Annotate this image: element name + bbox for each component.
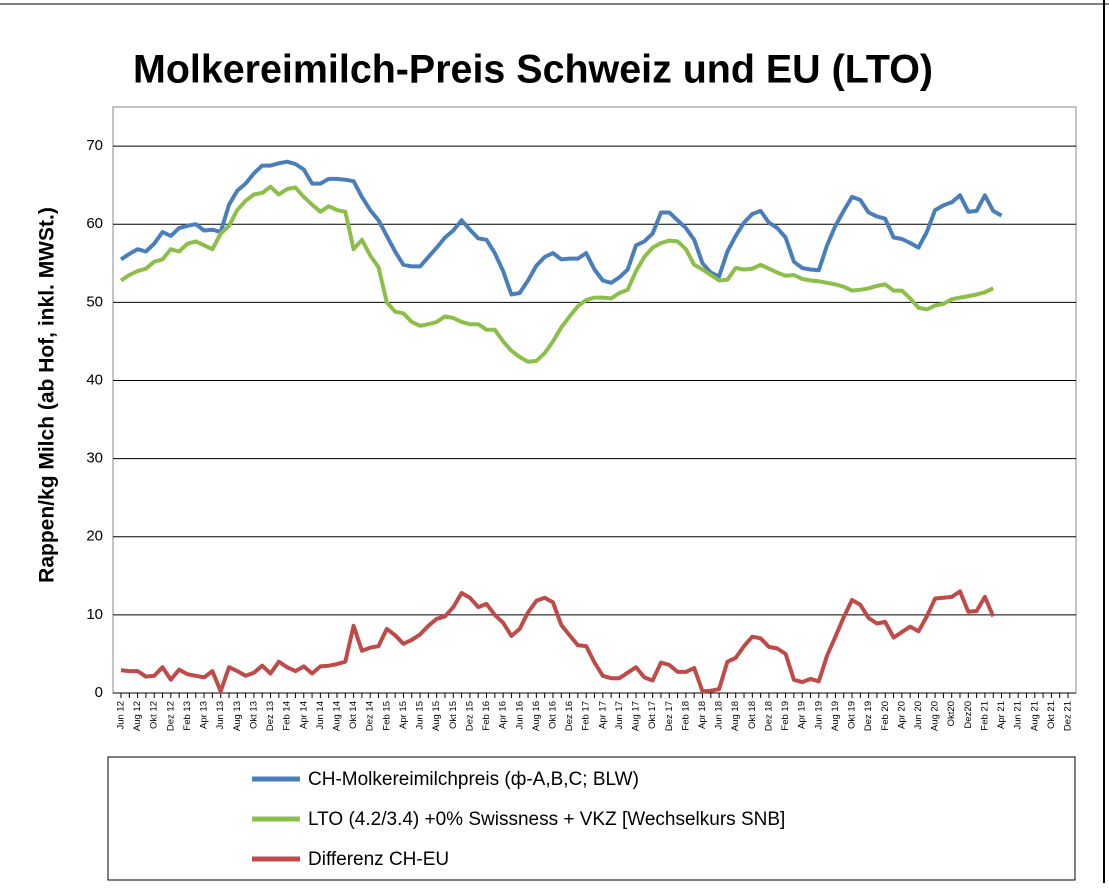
x-tick-label: Dez 13 bbox=[265, 701, 276, 731]
x-tick-label: Aug 12 bbox=[132, 701, 143, 731]
x-tick-label: Okt20 bbox=[946, 701, 957, 726]
x-tick-label: Okt 13 bbox=[248, 701, 259, 729]
background bbox=[0, 0, 1109, 883]
x-tick-label: Aug 21 bbox=[1029, 701, 1040, 731]
x-tick-label: Jun 16 bbox=[514, 701, 525, 730]
y-tick-label: 10 bbox=[86, 606, 103, 623]
chart-title: Molkereimilch-Preis Schweiz und EU (LTO) bbox=[133, 48, 933, 92]
x-tick-label: Apr 16 bbox=[498, 701, 509, 729]
x-tick-label: Dez20 bbox=[963, 701, 974, 728]
legend-label: LTO (4.2/3.4) +0% Swissness + VKZ [Wechs… bbox=[308, 809, 785, 830]
y-tick-label: 40 bbox=[86, 371, 103, 388]
x-tick-label: Apr 18 bbox=[697, 701, 708, 729]
x-tick-label: Okt 17 bbox=[647, 701, 658, 729]
x-tick-label: Feb 13 bbox=[182, 701, 193, 731]
x-tick-label: Jun 19 bbox=[813, 701, 824, 730]
x-tick-label: Apr 20 bbox=[896, 701, 907, 729]
x-tick-label: Okt 15 bbox=[448, 701, 459, 729]
x-tick-label: Jun 18 bbox=[714, 701, 725, 730]
x-tick-label: Dez 18 bbox=[763, 701, 774, 731]
x-tick-label: Apr 19 bbox=[797, 701, 808, 729]
legend-label: Differenz CH-EU bbox=[308, 849, 449, 870]
y-tick-label: 60 bbox=[86, 215, 103, 232]
x-tick-label: Jun 17 bbox=[614, 701, 625, 730]
x-tick-label: Dez 21 bbox=[1063, 701, 1074, 731]
x-tick-label: Jun 12 bbox=[116, 701, 127, 730]
x-tick-label: Feb 14 bbox=[282, 701, 293, 731]
y-tick-label: 20 bbox=[86, 528, 103, 545]
x-tick-label: Apr 21 bbox=[996, 701, 1007, 729]
legend-label: CH-Molkereimilchpreis (ф-A,B,C; BLW) bbox=[308, 769, 639, 790]
y-tick-label: 50 bbox=[86, 293, 103, 310]
x-tick-label: Okt 14 bbox=[348, 701, 359, 729]
x-tick-label: Okt 18 bbox=[747, 701, 758, 729]
x-tick-label: Dez 14 bbox=[365, 701, 376, 731]
x-tick-label: Okt 21 bbox=[1046, 701, 1057, 729]
x-tick-label: Apr 15 bbox=[398, 701, 409, 729]
x-tick-label: Dez 16 bbox=[564, 701, 575, 731]
x-tick-label: Aug 16 bbox=[531, 701, 542, 731]
x-tick-label: Apr 13 bbox=[199, 701, 210, 729]
chart: Molkereimilch-Preis Schweiz und EU (LTO)… bbox=[0, 0, 1109, 883]
x-tick-label: Okt 16 bbox=[547, 701, 558, 729]
x-tick-label: Dez 19 bbox=[863, 701, 874, 731]
y-tick-label: 0 bbox=[95, 684, 103, 701]
x-tick-label: Aug 20 bbox=[930, 701, 941, 731]
x-tick-label: Aug 15 bbox=[431, 701, 442, 731]
y-axis-label: Rappen/kg Milch (ab Hof, inkl. MWSt.) bbox=[36, 207, 59, 583]
y-tick-label: 70 bbox=[86, 137, 103, 154]
x-tick-label: Feb 18 bbox=[680, 701, 691, 731]
x-tick-label: Feb 16 bbox=[481, 701, 492, 731]
x-tick-label: Apr 17 bbox=[597, 701, 608, 729]
x-tick-label: Feb 21 bbox=[979, 701, 990, 731]
x-tick-label: Dez 15 bbox=[464, 701, 475, 731]
x-tick-label: Apr 14 bbox=[298, 701, 309, 729]
x-tick-label: Dez 17 bbox=[664, 701, 675, 731]
x-tick-label: Aug 13 bbox=[232, 701, 243, 731]
x-tick-label: Feb 17 bbox=[581, 701, 592, 731]
x-tick-label: Jun 14 bbox=[315, 701, 326, 730]
x-tick-label: Jun 20 bbox=[913, 701, 924, 730]
x-tick-label: Aug 17 bbox=[631, 701, 642, 731]
x-tick-label: Okt 19 bbox=[847, 701, 858, 729]
x-tick-label: Jun 21 bbox=[1013, 701, 1024, 730]
x-tick-label: Jun 15 bbox=[415, 701, 426, 730]
x-tick-label: Feb 19 bbox=[780, 701, 791, 731]
x-tick-label: Okt 12 bbox=[149, 701, 160, 729]
x-tick-label: Dez 12 bbox=[165, 701, 176, 731]
x-tick-label: Aug 18 bbox=[730, 701, 741, 731]
x-tick-label: Aug 14 bbox=[331, 701, 342, 731]
y-tick-label: 30 bbox=[86, 450, 103, 467]
x-tick-label: Feb 20 bbox=[880, 701, 891, 731]
x-tick-label: Aug 19 bbox=[830, 701, 841, 731]
x-tick-label: Feb 15 bbox=[381, 701, 392, 731]
x-tick-label: Jun 13 bbox=[215, 701, 226, 730]
